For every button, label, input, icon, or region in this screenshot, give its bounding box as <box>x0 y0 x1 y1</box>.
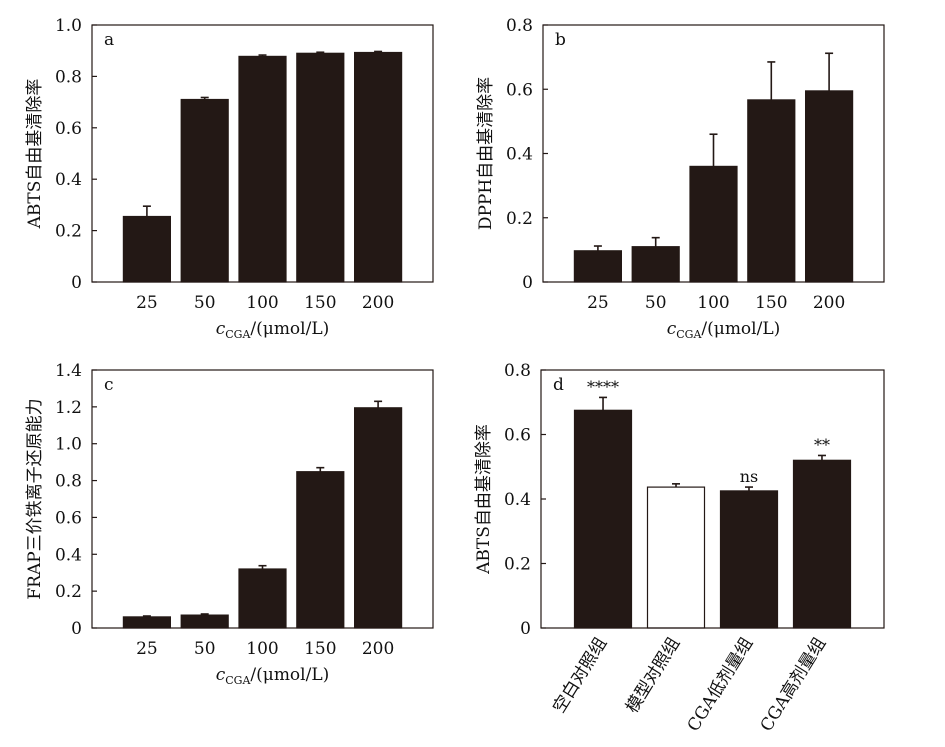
bar <box>180 98 229 283</box>
y-axis-label: ABTS自由基清除率 <box>25 79 45 230</box>
x-tick-label: 25 <box>136 293 158 313</box>
y-tick-label: 0.8 <box>506 16 533 36</box>
y-tick-label: 0.6 <box>504 426 531 446</box>
x-tick-label: CGA高剂量组 <box>757 634 831 735</box>
bar <box>573 409 633 629</box>
x-axis-label-subscript: CGA <box>225 328 251 341</box>
x-tick-label: 150 <box>304 293 336 313</box>
x-tick-label: 25 <box>587 293 609 313</box>
chart-panel-a: 25 50 100 150 200 0 0.2 0.4 0.6 0.8 1.0 a ABTS自由基清除率… <box>25 16 434 341</box>
x-axis-label: cCGA/(μmol/L) <box>216 319 330 341</box>
x-tick-label: CGA低剂量组 <box>684 634 758 735</box>
x-tick-label: 25 <box>136 639 158 659</box>
x-axis-label: cCGA/(μmol/L) <box>216 665 330 687</box>
y-axis-label: FRAP三价铁离子还原能力 <box>25 398 45 599</box>
bar <box>122 616 172 629</box>
x-tick-label: 50 <box>194 639 216 659</box>
bar <box>747 99 796 283</box>
x-tick-label: 200 <box>362 293 394 313</box>
y-tick-label: 0.8 <box>55 472 82 492</box>
y-axis-label: ABTS自由基清除率 <box>474 424 494 575</box>
x-axis-label-subscript: CGA <box>676 328 702 341</box>
x-tick-label: 50 <box>645 293 667 313</box>
bar <box>804 90 854 283</box>
x-tick-label: 模型对照组 <box>622 634 684 717</box>
x-tick-label: 100 <box>697 293 729 313</box>
x-tick-label: 50 <box>194 293 216 313</box>
chart-panel-d: **** 空白对照组 模型对照组 ns CGA低剂量组 ** CGA高剂量组 0 0.2 0.4 0… <box>474 361 885 735</box>
x-tick-label: 150 <box>755 293 787 313</box>
y-tick-label: 0 <box>520 619 531 639</box>
x-tick-label: 100 <box>246 293 278 313</box>
bar <box>238 55 287 283</box>
y-tick-label: 1.4 <box>55 361 82 381</box>
chart-panel-b: 25 50 100 150 200 0 0.2 0.4 0.6 0.8 b DPPH自由基清除率 cCG… <box>476 16 885 341</box>
y-tick-label: 0.4 <box>504 490 531 510</box>
bar <box>792 459 852 629</box>
y-tick-label: 0 <box>71 273 82 293</box>
x-tick-label: 200 <box>362 639 394 659</box>
x-axis-label: cCGA/(μmol/L) <box>667 319 781 341</box>
bar <box>238 568 287 629</box>
panel-label: b <box>555 30 566 50</box>
y-tick-label: 0.6 <box>55 119 82 139</box>
bar <box>354 51 403 283</box>
y-tick-label: 0 <box>522 273 533 293</box>
bar <box>646 486 706 629</box>
x-axis-label-unit: /(μmol/L) <box>250 319 329 339</box>
y-tick-label: 0.2 <box>506 209 533 229</box>
y-tick-label: 0.4 <box>55 545 82 565</box>
x-axis-label-unit: /(μmol/L) <box>250 665 329 685</box>
significance-label: **** <box>587 377 619 396</box>
y-tick-label: 0.8 <box>55 67 82 87</box>
x-axis-label-subscript: CGA <box>225 674 251 687</box>
bar <box>180 614 229 629</box>
bar <box>122 215 172 283</box>
significance-label: ns <box>740 467 759 486</box>
chart-panel-c: 25 50 100 150 200 0 0.2 0.4 0.6 0.8 1.0 1.2 1.4 c FRAP… <box>25 361 434 687</box>
y-tick-label: 0.6 <box>506 80 533 100</box>
bar <box>631 246 680 283</box>
bar <box>296 471 345 629</box>
plot-frame <box>91 369 434 629</box>
y-tick-label: 0.6 <box>55 508 82 528</box>
panel-label: a <box>104 30 114 50</box>
plot-frame <box>91 24 434 283</box>
x-tick-label: 100 <box>246 639 278 659</box>
bar <box>354 407 403 629</box>
bar <box>689 165 738 283</box>
bar <box>296 52 345 283</box>
x-tick-label: 空白对照组 <box>549 634 611 717</box>
y-tick-label: 0.2 <box>55 582 82 602</box>
y-tick-label: 1.2 <box>55 398 82 418</box>
panel-label: c <box>104 375 114 395</box>
y-tick-label: 0.2 <box>504 555 531 575</box>
y-tick-label: 1.0 <box>55 435 82 455</box>
x-axis-label-symbol: c <box>667 319 677 339</box>
bar <box>573 250 623 283</box>
x-axis-label-symbol: c <box>216 665 226 685</box>
y-tick-label: 0.4 <box>55 170 82 190</box>
significance-label: ** <box>814 435 830 454</box>
y-tick-label: 1.0 <box>55 16 82 36</box>
y-tick-label: 0.2 <box>55 222 82 242</box>
y-tick-label: 0 <box>71 619 82 639</box>
x-tick-label: 200 <box>813 293 845 313</box>
x-axis-label-symbol: c <box>216 319 226 339</box>
y-axis-label: DPPH自由基清除率 <box>476 77 496 230</box>
y-tick-label: 0.4 <box>506 145 533 165</box>
x-axis-label-unit: /(μmol/L) <box>701 319 780 339</box>
panel-label: d <box>553 375 564 395</box>
bar <box>719 490 779 629</box>
x-tick-label: 150 <box>304 639 336 659</box>
y-tick-label: 0.8 <box>504 361 531 381</box>
